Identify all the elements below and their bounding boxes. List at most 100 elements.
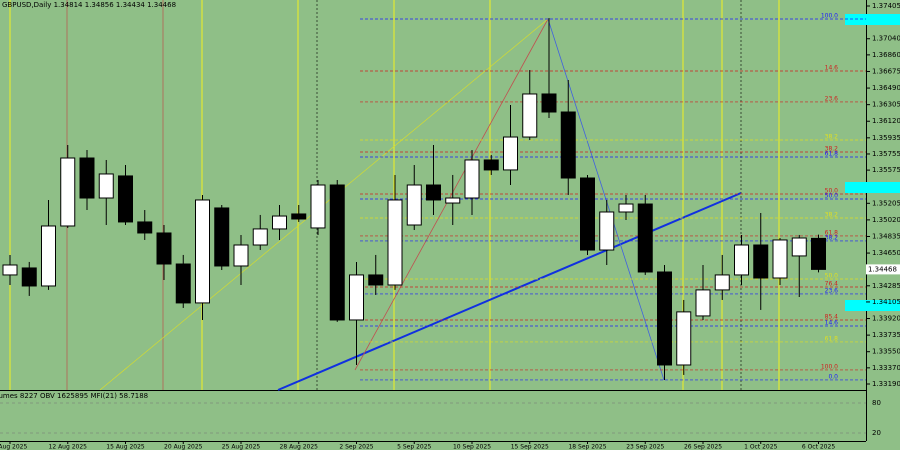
candle-body xyxy=(60,157,76,227)
fib-label: 23.6 xyxy=(825,95,839,102)
y-tick-label: 1.35205 xyxy=(872,199,900,207)
y-tick-label: 1.36305 xyxy=(872,101,900,109)
candle-body xyxy=(618,203,634,213)
candle-body xyxy=(368,274,384,286)
candle-body xyxy=(272,215,287,230)
y2-tick-label: 20 xyxy=(872,429,881,437)
trend-line xyxy=(277,192,742,391)
candle-body xyxy=(560,111,576,179)
fib-label: 61.8 xyxy=(825,229,839,236)
candle-body xyxy=(541,93,557,113)
fib-label: 38.2 xyxy=(825,133,839,140)
candle-body xyxy=(233,244,249,267)
x-tick-label: 1 Oct 2025 xyxy=(744,444,777,450)
fib-label: 50.0 xyxy=(825,192,839,199)
candle-body xyxy=(753,244,769,279)
y-tick-label: 1.37405 xyxy=(872,2,900,10)
x-tick-label: 18 Sep 2025 xyxy=(568,444,606,450)
candle-body xyxy=(195,199,210,304)
fib-label: 14.6 xyxy=(825,65,839,72)
x-tick-label: 15 Aug 2025 xyxy=(106,444,145,450)
candle-body xyxy=(522,93,538,138)
candle-body xyxy=(252,228,268,246)
fib-label: 50.0 xyxy=(825,187,839,194)
fib-label: 14.6 xyxy=(825,319,839,326)
fib-label: 38.2 xyxy=(825,234,839,241)
y-tick-label: 1.35755 xyxy=(872,150,900,158)
y-tick-label: 1.34835 xyxy=(872,232,900,240)
candle-body xyxy=(41,225,56,287)
candle-body xyxy=(406,184,422,226)
x-tick-label: 2 Sep 2025 xyxy=(339,444,373,450)
candle-body xyxy=(580,177,595,251)
x-tick-label: 20 Aug 2025 xyxy=(164,444,203,450)
x-tick-label: 23 Sep 2025 xyxy=(626,444,664,450)
candle-body xyxy=(599,211,615,251)
fib-label: 85.4 xyxy=(825,313,839,320)
candle-body xyxy=(310,184,326,229)
candle-body xyxy=(329,184,345,321)
x-tick-label: 28 Aug 2025 xyxy=(280,444,319,450)
candle-body xyxy=(79,157,95,199)
y-tick-label: 1.33190 xyxy=(872,380,900,388)
fib-label: 100.0 xyxy=(821,13,838,20)
candle-body xyxy=(387,199,403,286)
last-price-label: 1.34468 xyxy=(868,265,897,273)
y-tick-label: 1.35935 xyxy=(872,134,900,142)
last-price-box xyxy=(866,264,900,275)
candle-body xyxy=(98,173,114,199)
fib-label: 38.2 xyxy=(825,212,839,219)
candle-body xyxy=(637,203,653,273)
y-tick-label: 1.33735 xyxy=(872,331,900,339)
y-tick-label: 1.37040 xyxy=(872,35,900,43)
candle-body xyxy=(156,232,172,265)
fib-label: 61.8 xyxy=(825,151,839,158)
fib-label: 0.0 xyxy=(828,373,838,380)
fib-anchor xyxy=(547,18,665,381)
candle-body xyxy=(291,213,307,220)
y-tick-label: 1.34105 xyxy=(872,298,900,306)
candle-body xyxy=(811,237,826,270)
candle-body xyxy=(772,239,788,279)
candle-body xyxy=(137,221,153,234)
y-tick-label: 1.35575 xyxy=(872,166,900,174)
fib-label: 61.8 xyxy=(825,335,839,342)
candle-body xyxy=(734,244,749,276)
y-tick-label: 1.36490 xyxy=(872,84,900,92)
y-tick-label: 1.33370 xyxy=(872,364,900,372)
x-tick-label: 10 Sep 2025 xyxy=(453,444,491,450)
candle-body xyxy=(791,237,807,257)
y-tick-label: 1.33550 xyxy=(872,348,900,356)
candle-body xyxy=(464,159,480,199)
y-tick-label: 1.35020 xyxy=(872,216,900,224)
candle-body xyxy=(2,264,18,276)
price-marker xyxy=(845,300,900,311)
fib-label: 23.6 xyxy=(825,287,839,294)
candle-body xyxy=(426,184,441,201)
candle-body xyxy=(483,159,499,171)
candle-body xyxy=(21,267,37,287)
decorations xyxy=(9,0,900,391)
fib-label: 38.2 xyxy=(825,146,839,153)
y-tick-label: 1.36120 xyxy=(872,117,900,125)
x-tick-label: 12 Aug 2025 xyxy=(49,444,88,450)
fib-anchor xyxy=(354,18,549,371)
candle-body xyxy=(695,289,711,317)
subwindow-label: Volumes 8227 OBV 1625895 MFI(21) 58.7188 xyxy=(0,392,148,400)
candle-body xyxy=(657,271,672,366)
candle-body xyxy=(503,136,518,171)
x-tick-label: 15 Sep 2025 xyxy=(511,444,549,450)
chart-title: GBPUSD,Daily 1.34814 1.34856 1.34434 1.3… xyxy=(2,1,176,9)
x-tick-label: 6 Oct 2025 xyxy=(802,444,835,450)
candle-body xyxy=(214,207,230,267)
y-tick-label: 1.33920 xyxy=(872,315,900,323)
y-tick-label: 1.36675 xyxy=(872,67,900,75)
y-tick-label: 1.34650 xyxy=(872,249,900,257)
candle-body xyxy=(118,175,133,223)
y-tick-label: 1.34285 xyxy=(872,282,900,290)
x-tick-label: 26 Sep 2025 xyxy=(684,444,722,450)
fib-label: 76.4 xyxy=(825,280,839,287)
price-marker xyxy=(845,14,900,25)
